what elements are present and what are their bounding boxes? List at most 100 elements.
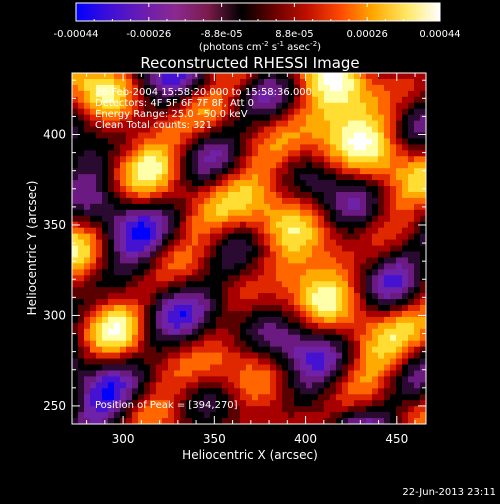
heatmap-cell [210,73,217,80]
heatmap-cell [240,406,247,413]
heatmap-cell [318,114,325,122]
heatmap-cell [264,316,271,324]
heatmap-cell [252,233,259,241]
heatmap-cell [72,132,79,140]
heatmap-cell [366,150,373,157]
heatmap-cell [234,275,241,282]
heatmap-cell [342,132,349,140]
heatmap-cell [120,412,127,419]
heatmap-cell [408,352,415,360]
heatmap-cell [240,370,247,378]
heatmap-cell [312,168,319,175]
heatmap-cell [210,358,217,366]
heatmap-cell [120,132,127,140]
heatmap-cell [270,257,277,264]
heatmap-cell [282,334,289,342]
heatmap-cell [390,78,397,86]
heatmap-cell [300,209,307,217]
heatmap-cell [228,84,235,92]
heatmap-cell [120,251,127,259]
heatmap-cell [210,299,217,306]
heatmap-cell [348,275,355,282]
heatmap-cell [402,114,409,122]
heatmap-cell [204,382,211,389]
heatmap-cell [402,418,409,424]
heatmap-cell [132,120,139,128]
heatmap-cell [204,275,211,282]
heatmap-cell [102,180,109,187]
heatmap-cell [246,293,253,300]
heatmap-cell [210,191,217,199]
heatmap-cell [192,299,199,306]
heatmap-cell [402,120,409,128]
heatmap-cell [138,281,145,288]
heatmap-cell [162,84,169,92]
heatmap-cell [318,138,325,145]
heatmap-cell [186,400,193,407]
heatmap-cell [180,382,187,389]
heatmap-cell [246,132,253,140]
heatmap-cell [132,275,139,282]
heatmap-cell [420,180,426,187]
heatmap-cell [234,197,241,205]
heatmap-cell [216,150,223,157]
heatmap-cell [360,221,367,229]
heatmap-cell [180,269,187,276]
heatmap-cell [120,186,127,193]
heatmap-cell [360,316,367,324]
heatmap-cell [258,322,265,330]
heatmap-cell [414,156,421,163]
heatmap-cell [318,287,325,294]
heatmap-cell [288,162,295,169]
heatmap-cell [360,138,367,145]
heatmap-cell [252,150,259,157]
heatmap-cell [180,287,187,294]
heatmap-cell [318,245,325,253]
heatmap-cell [372,144,379,151]
heatmap-cell [372,370,379,378]
heatmap-cell [90,281,97,288]
heatmap-cell [330,257,337,264]
heatmap-cell [168,412,175,419]
heatmap-cell [216,400,223,407]
heatmap-cell [312,305,319,312]
heatmap-cell [114,108,121,116]
heatmap-cell [126,418,133,424]
heatmap-cell [294,168,301,175]
heatmap-cell [210,233,217,241]
heatmap-cell [126,156,133,163]
heatmap-cell [258,84,265,92]
heatmap-cell [270,186,277,193]
heatmap-cell [288,257,295,264]
heatmap-cell [390,197,397,205]
heatmap-cell [204,310,211,318]
heatmap-cell [312,275,319,282]
heatmap-cell [126,310,133,318]
heatmap-cell [270,275,277,282]
heatmap-cell [252,84,259,92]
heatmap-cell [396,251,403,259]
heatmap-cell [156,156,163,163]
heatmap-cell [216,126,223,134]
heatmap-cell [276,197,283,205]
heatmap-cell [348,96,355,104]
heatmap-cell [222,364,229,372]
heatmap-cell [204,322,211,330]
heatmap-cell [312,334,319,342]
heatmap-cell [318,144,325,151]
heatmap-cell [138,162,145,169]
heatmap-cell [222,96,229,104]
heatmap-cell [84,239,91,247]
heatmap-cell [258,221,265,229]
heatmap-cell [384,310,391,318]
heatmap-cell [132,197,139,205]
heatmap-cell [126,138,133,145]
heatmap-cell [306,174,313,181]
heatmap-cell [228,245,235,253]
heatmap-cell [204,73,211,80]
heatmap-cell [324,382,331,389]
heatmap-cell [240,162,247,169]
heatmap-cell [198,96,205,104]
heatmap-cell [126,382,133,389]
heatmap-cell [414,186,421,193]
